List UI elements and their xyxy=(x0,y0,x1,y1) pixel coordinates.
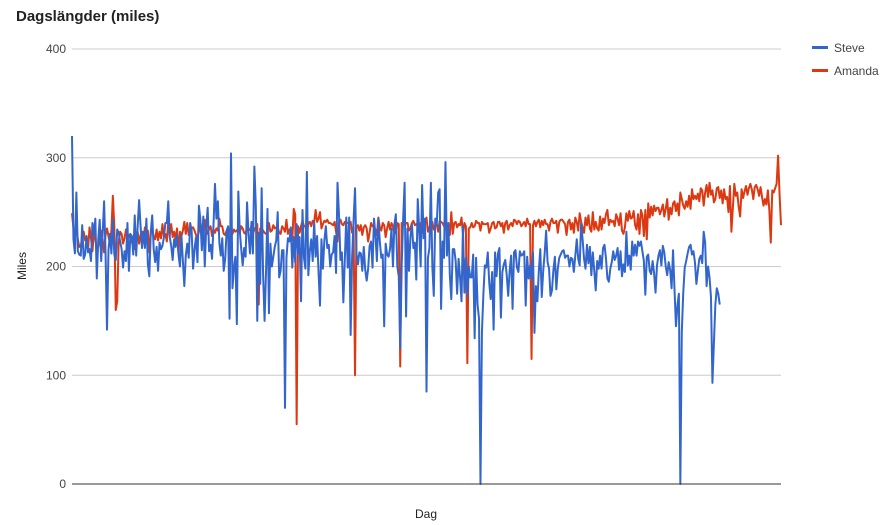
y-tick-label: 100 xyxy=(46,368,66,382)
legend-label-amanda: Amanda xyxy=(834,64,879,78)
legend-item-steve[interactable]: Steve xyxy=(812,41,865,55)
y-axis-ticks: 0 100 200 300 400 xyxy=(46,42,66,491)
legend-label-steve: Steve xyxy=(834,41,865,55)
series-line-steve xyxy=(71,135,721,485)
x-axis-title: Dag xyxy=(415,507,437,521)
y-axis-title: Miles xyxy=(15,252,29,280)
series-lines xyxy=(71,135,782,485)
y-tick-label: 0 xyxy=(59,477,66,491)
legend: Steve Amanda xyxy=(812,41,879,78)
y-tick-label: 400 xyxy=(46,42,66,56)
chart-title: Dagslängder (miles) xyxy=(16,8,159,25)
legend-item-amanda[interactable]: Amanda xyxy=(812,64,879,78)
legend-swatch-steve xyxy=(812,46,828,49)
y-tick-label: 300 xyxy=(46,151,66,165)
y-tick-label: 200 xyxy=(46,260,66,274)
legend-swatch-amanda xyxy=(812,69,828,72)
